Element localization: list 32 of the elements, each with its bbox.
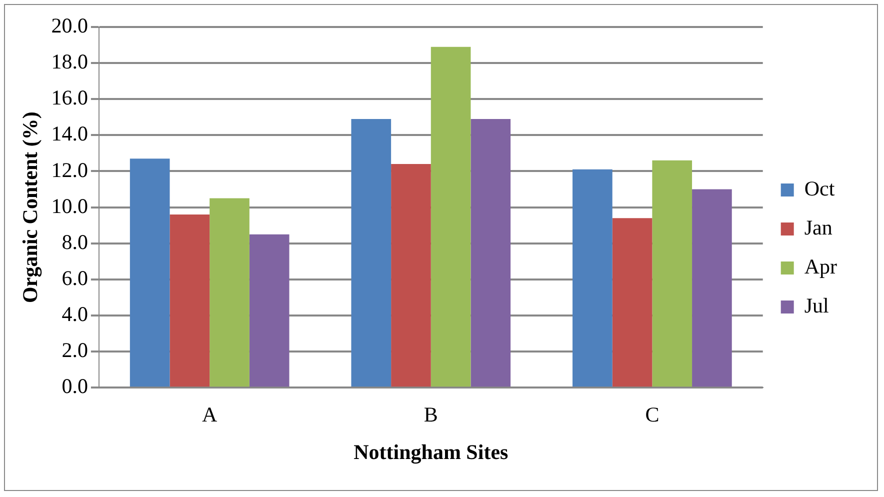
y-tick-label: 16.0 <box>51 86 88 110</box>
y-tick-label: 4.0 <box>62 302 88 326</box>
x-axis-title: Nottingham Sites <box>354 440 508 464</box>
legend-label: Apr <box>804 254 838 279</box>
bar <box>430 46 471 387</box>
bar <box>470 118 511 387</box>
y-tick-label: 10.0 <box>51 194 88 218</box>
legend-label: Jul <box>804 294 830 318</box>
bar <box>130 158 170 387</box>
bar <box>391 164 431 387</box>
bar <box>170 214 210 387</box>
y-tick-label: 18.0 <box>51 50 88 74</box>
x-tick-label: B <box>424 402 438 427</box>
bar <box>652 160 692 387</box>
legend-label: Jan <box>804 216 833 240</box>
y-tick-label: 12.0 <box>51 158 88 182</box>
y-tick-label: 0.0 <box>62 374 88 398</box>
legend-label: Oct <box>804 176 835 201</box>
bar <box>612 218 652 387</box>
y-tick-label: 14.0 <box>51 122 88 146</box>
y-tick-label: 6.0 <box>62 266 88 290</box>
y-tick-label: 2.0 <box>62 338 88 362</box>
bar <box>351 118 392 387</box>
x-tick-label: C <box>645 402 660 427</box>
y-axis-title: Organic Content (%) <box>18 112 42 303</box>
y-tick-label: 20.0 <box>51 14 88 38</box>
bar <box>210 198 250 387</box>
y-tick-label: 8.0 <box>62 230 88 254</box>
bar <box>249 234 290 387</box>
x-tick-label: A <box>202 402 218 427</box>
bar <box>692 189 732 387</box>
bar <box>572 169 612 387</box>
